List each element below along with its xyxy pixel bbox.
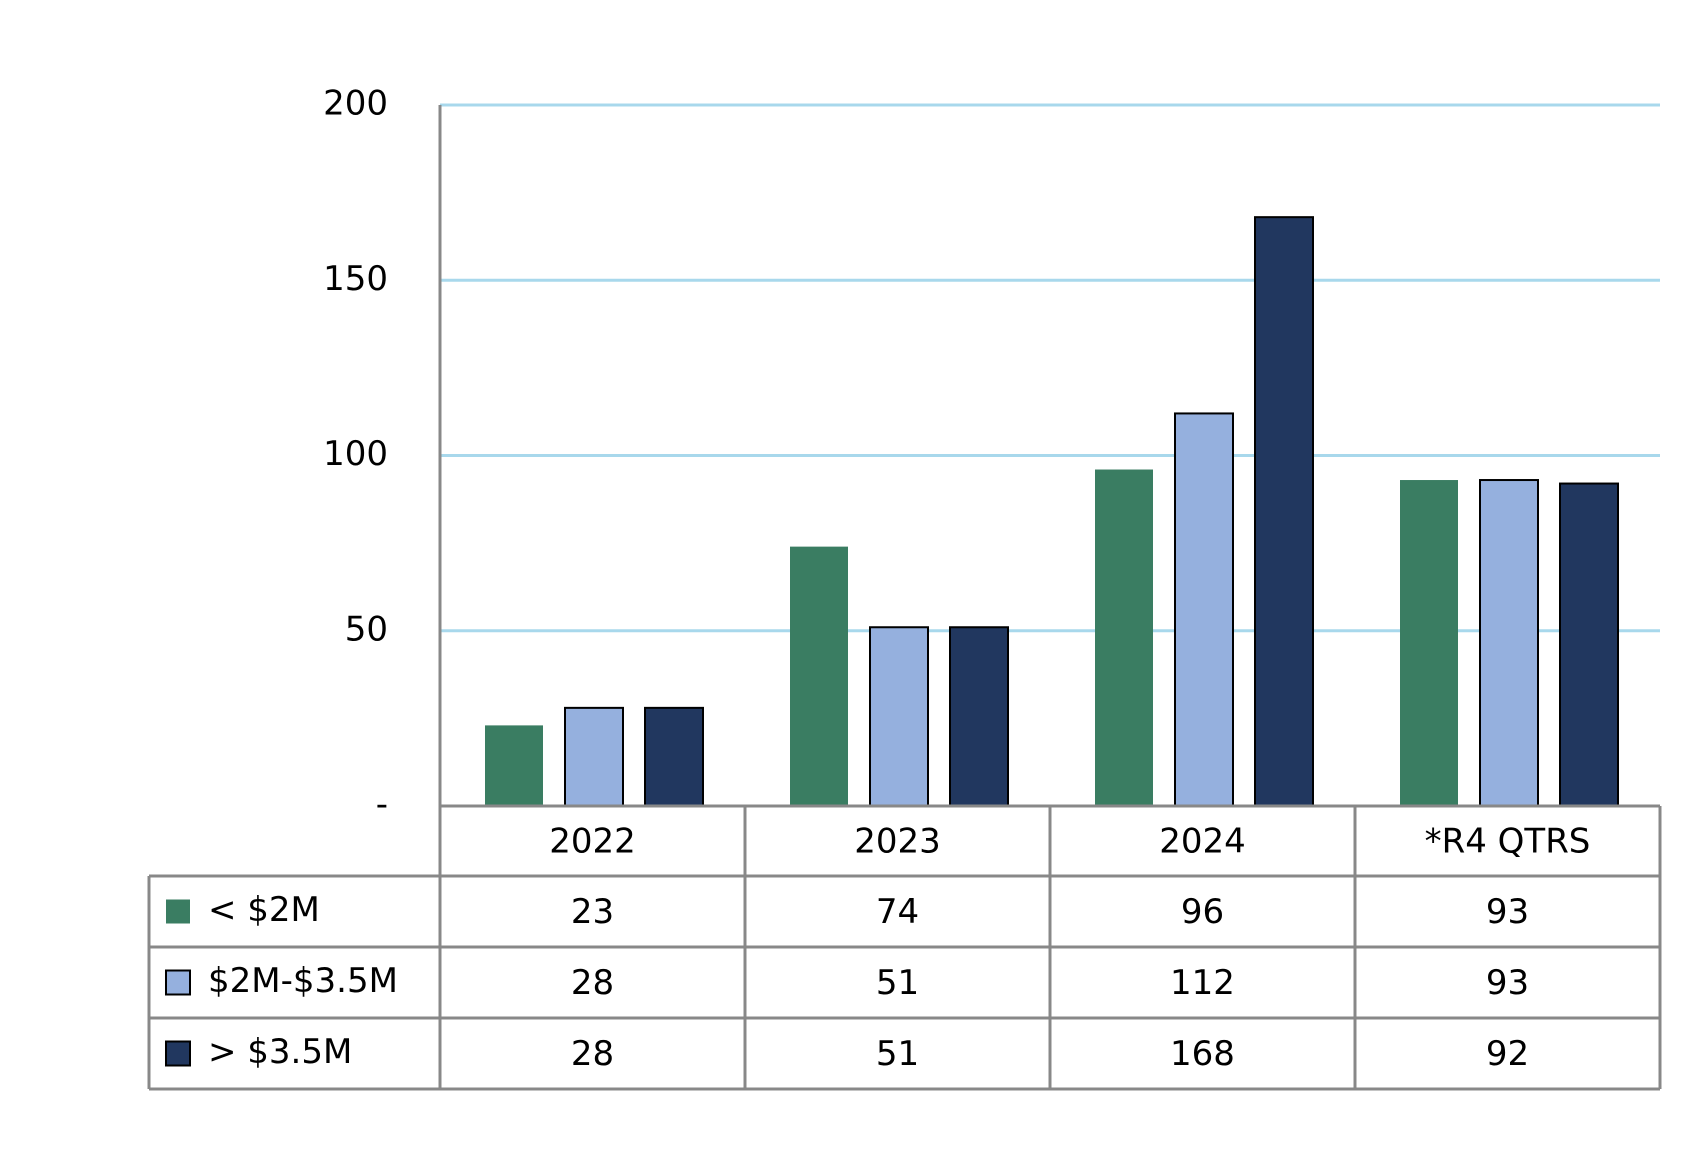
table-value: 28 bbox=[571, 1034, 614, 1074]
table-value: 112 bbox=[1170, 963, 1235, 1003]
legend-label: $2M-$3.5M bbox=[208, 961, 398, 1001]
y-tick-label: - bbox=[376, 785, 388, 825]
bar bbox=[1254, 216, 1314, 808]
bar bbox=[564, 706, 624, 807]
bar bbox=[485, 725, 543, 806]
bar bbox=[1559, 482, 1619, 807]
legend-swatch bbox=[165, 1040, 191, 1067]
table-value: 51 bbox=[876, 1034, 919, 1074]
table-value: 23 bbox=[571, 892, 614, 932]
x-tick-label: 2022 bbox=[549, 822, 636, 862]
legend-label: > $3.5M bbox=[208, 1032, 352, 1072]
table-value: 51 bbox=[876, 963, 919, 1003]
bar bbox=[1400, 480, 1458, 806]
bar bbox=[1095, 469, 1153, 806]
table-value: 92 bbox=[1486, 1034, 1529, 1074]
legend-swatch bbox=[165, 969, 191, 996]
x-tick-label: 2024 bbox=[1159, 822, 1246, 862]
bar bbox=[1479, 479, 1539, 807]
bar bbox=[1174, 412, 1234, 807]
table-value: 74 bbox=[876, 892, 919, 932]
x-tick-label: 2023 bbox=[854, 822, 941, 862]
y-tick-label: 100 bbox=[323, 434, 388, 474]
bar bbox=[869, 626, 929, 807]
y-tick-label: 200 bbox=[323, 84, 388, 124]
bar bbox=[949, 626, 1009, 807]
legend-swatch bbox=[166, 899, 190, 924]
bar bbox=[644, 706, 704, 807]
table-value: 28 bbox=[571, 963, 614, 1003]
x-tick-label: *R4 QTRS bbox=[1425, 822, 1591, 862]
y-tick-label: 50 bbox=[345, 609, 388, 649]
table-value: 96 bbox=[1181, 892, 1224, 932]
table-value: 93 bbox=[1486, 892, 1529, 932]
table-value: 168 bbox=[1170, 1034, 1235, 1074]
bar bbox=[790, 546, 848, 806]
legend-label: < $2M bbox=[208, 890, 320, 930]
table-value: 93 bbox=[1486, 963, 1529, 1003]
y-tick-label: 150 bbox=[323, 259, 388, 299]
